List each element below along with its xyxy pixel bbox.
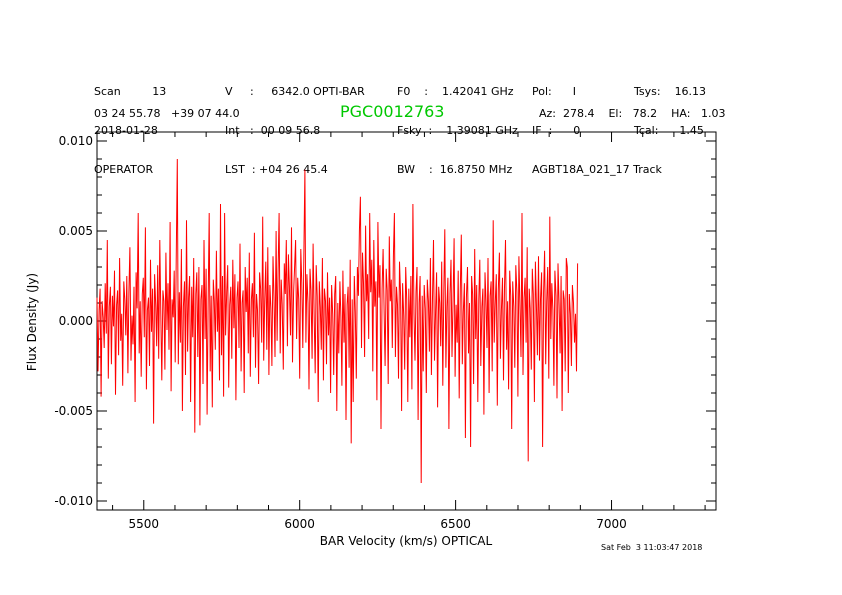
header-fsky: Fsky : 1.39081 GHz xyxy=(397,124,518,137)
header-frequency-block: F0 : 1.42041 GHz Fsky : 1.39081 GHz BW :… xyxy=(397,59,518,189)
header-velocity-block: V : 6342.0 OPTI-BAR Int : 00 09 56.8 LST… xyxy=(225,59,365,189)
header-integration: Int : 00 09 56.8 xyxy=(225,124,321,137)
axes-group: 5500 6000 6500 7000 -0.010 -0.005 0.000 0.005 0.… xyxy=(54,131,717,531)
header-operator: OPERATOR xyxy=(94,163,154,176)
timestamp: Sat Feb 3 11:03:47 2018 xyxy=(601,543,703,552)
header-date: 2018-01-28 xyxy=(94,124,158,137)
x-tick-label: 5500 xyxy=(129,517,160,531)
header-lst: LST : +04 26 45.4 xyxy=(225,163,328,176)
y-tick-label: -0.005 xyxy=(54,404,93,418)
y-tick-label: 0.005 xyxy=(59,224,93,238)
header-tcal: Tcal: 1.45 xyxy=(634,124,704,137)
header-pol: Pol: I xyxy=(532,85,576,98)
header-if: IF : 0 xyxy=(532,124,581,137)
header-coords: 03 24 55.78 +39 07 44.0 xyxy=(94,107,240,120)
x-tick-label: 6000 xyxy=(284,517,315,531)
y-tick-label: 0.010 xyxy=(59,134,93,148)
header-scan-block: Scan 13 2018-01-28 OPERATOR xyxy=(94,59,166,189)
header-pointing: Az: 278.4 El: 78.2 HA: 1.03 xyxy=(539,107,726,120)
header-pol-block: Pol: I IF : 0 AGBT18A_021_17 Track xyxy=(532,59,662,189)
series-group xyxy=(96,158,579,484)
x-tick-label: 6500 xyxy=(440,517,471,531)
y-tick-label: -0.010 xyxy=(54,494,93,508)
header-scan: Scan 13 xyxy=(94,85,167,98)
header-tsys: Tsys: 16.13 xyxy=(634,85,707,98)
chart-title: PGC0012763 xyxy=(340,102,445,121)
y-tick-label: 0.000 xyxy=(59,314,93,328)
spectrum-line xyxy=(96,158,579,484)
header-project: AGBT18A_021_17 Track xyxy=(532,163,662,176)
x-tick-label: 7000 xyxy=(596,517,627,531)
header-f0: F0 : 1.42041 GHz xyxy=(397,85,514,98)
header-velocity: V : 6342.0 OPTI-BAR xyxy=(225,85,365,98)
x-axis-title: BAR Velocity (km/s) OPTICAL xyxy=(320,534,493,548)
header-tsys-block: Tsys: 16.13 Tcal: 1.45 xyxy=(634,59,706,150)
header-bw: BW : 16.8750 MHz xyxy=(397,163,513,176)
y-axis-title: Flux Density (Jy) xyxy=(25,273,39,371)
